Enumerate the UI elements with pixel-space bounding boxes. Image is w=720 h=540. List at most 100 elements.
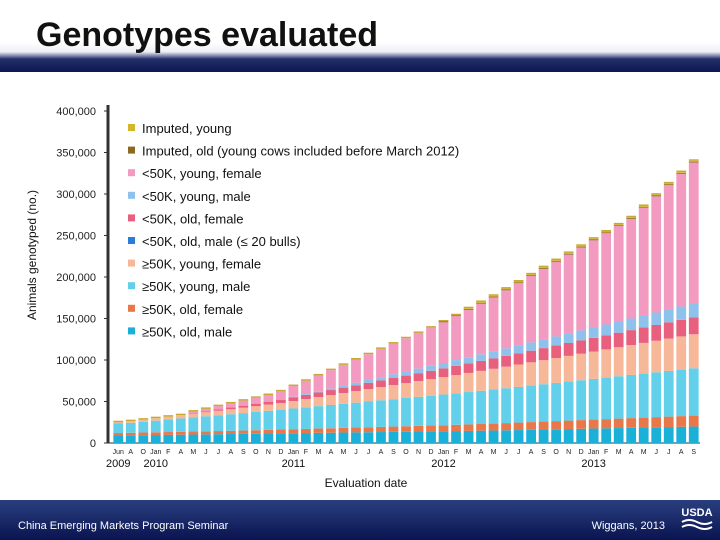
bar-segment	[213, 415, 224, 432]
bar-segment	[488, 295, 499, 297]
bar-segment	[213, 406, 224, 410]
bar-top-cap	[513, 279, 524, 282]
x-tick-label: A	[679, 449, 684, 456]
bar-segment	[301, 394, 311, 400]
bar-segment	[250, 430, 261, 434]
bar-segment	[463, 363, 474, 373]
bar-segment	[263, 429, 274, 434]
bar-segment	[538, 348, 549, 361]
legend-swatch	[128, 191, 135, 199]
bar-segment	[451, 360, 461, 366]
bar-segment	[238, 413, 249, 431]
bar-top-cap	[301, 379, 311, 381]
bar-segment	[113, 423, 124, 434]
bar-segment	[150, 435, 161, 443]
bar-segment	[376, 400, 386, 427]
bar-segment	[651, 324, 662, 341]
bar-segment	[638, 315, 649, 328]
bar-segment	[463, 309, 474, 310]
bar-segment	[688, 368, 699, 416]
bar-segment	[601, 232, 612, 234]
bar-segment	[476, 360, 486, 371]
footer-bar: China Emerging Markets Program Seminar W…	[0, 500, 720, 540]
bar-segment	[338, 364, 349, 386]
bar-segment	[276, 409, 286, 430]
bar-segment	[613, 332, 624, 348]
x-tick-label: M	[491, 449, 497, 456]
bar-top-cap	[501, 287, 511, 289]
bar-segment	[676, 306, 687, 320]
bar-segment	[388, 343, 399, 375]
bar-top-cap	[213, 404, 224, 407]
bar-segment	[688, 426, 699, 443]
x-tick-label: J	[667, 449, 671, 456]
x-tick-label: S	[391, 449, 396, 456]
bar-segment	[488, 423, 499, 431]
bar-segment	[263, 401, 274, 405]
bar-segment	[426, 370, 436, 380]
bar-segment	[363, 427, 374, 433]
bar-segment	[388, 426, 399, 432]
bar-segment	[338, 387, 349, 394]
bar-segment	[563, 252, 574, 254]
bar-segment	[663, 338, 674, 371]
bar-segment	[688, 161, 699, 163]
bar-segment	[538, 384, 549, 422]
bar-segment	[626, 345, 637, 375]
x-tick-label: M	[641, 449, 647, 456]
bar-segment	[551, 429, 562, 443]
bar-segment	[351, 359, 361, 383]
bar-segment	[338, 432, 349, 443]
bar-segment	[150, 432, 161, 436]
bar-segment	[463, 392, 474, 425]
legend-swatch	[128, 237, 135, 244]
bar-segment	[338, 427, 349, 433]
bar-segment	[113, 422, 124, 424]
bar-segment	[488, 358, 499, 369]
bar-top-cap	[225, 401, 236, 404]
bar-segment	[676, 173, 687, 307]
bar-segment	[163, 416, 174, 420]
bar-segment	[613, 418, 624, 429]
bar-segment	[326, 395, 336, 405]
bar-segment	[538, 268, 549, 340]
bar-segment	[363, 382, 374, 390]
bar-segment	[238, 407, 249, 414]
bar-top-cap	[413, 331, 424, 333]
bar-segment	[401, 371, 411, 376]
bar-segment	[551, 358, 562, 383]
y-tick-label: 350,000	[56, 148, 96, 160]
bar-segment	[626, 217, 637, 219]
bar-top-cap	[676, 170, 687, 173]
bar-segment	[476, 423, 486, 431]
bar-segment	[313, 391, 324, 393]
bar-top-cap	[363, 352, 374, 355]
bar-top-cap	[451, 313, 461, 316]
bar-segment	[476, 430, 486, 443]
x-tick-label: J	[354, 449, 358, 456]
x-tick-label: F	[304, 449, 308, 456]
bar-segment	[576, 246, 587, 248]
bar-segment	[426, 425, 436, 432]
bar-segment	[338, 403, 349, 428]
bar-segment	[326, 388, 336, 391]
svg-text:USDA: USDA	[681, 507, 712, 519]
year-labels: 2009 2010 2011 2012 2013	[106, 458, 606, 470]
bar-segment	[138, 419, 149, 422]
bar-segment	[513, 283, 524, 346]
bar-segment	[451, 316, 461, 361]
bar-segment	[463, 308, 474, 310]
bar-segment	[501, 348, 511, 356]
bar-segment	[626, 427, 637, 443]
bar-top-cap	[238, 399, 249, 401]
bar-segment	[601, 349, 612, 378]
bar-segment	[376, 380, 386, 388]
bar-top-cap	[613, 222, 624, 225]
bar-segment	[538, 339, 549, 349]
bar-segment	[138, 432, 149, 436]
bar-segment	[401, 338, 411, 372]
bar-segment	[576, 247, 587, 331]
bar-segment	[476, 370, 486, 391]
bar-segment	[526, 362, 536, 386]
bar-segment	[613, 428, 624, 443]
